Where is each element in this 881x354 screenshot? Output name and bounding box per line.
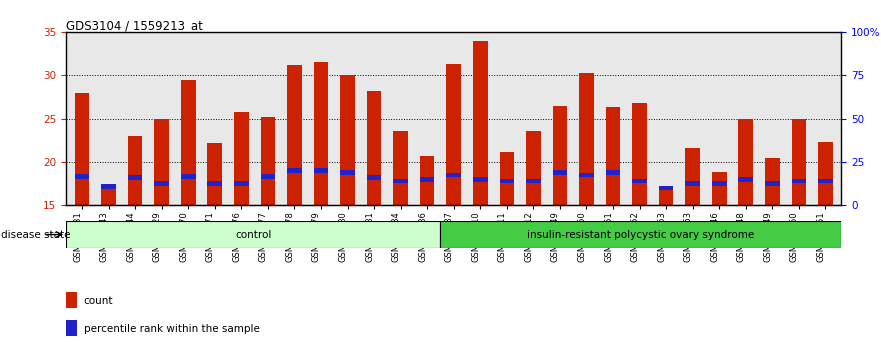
Bar <box>207 143 222 205</box>
Bar <box>500 179 515 183</box>
Bar <box>261 174 275 179</box>
Bar <box>685 148 700 205</box>
Bar <box>207 181 222 186</box>
Bar <box>340 75 355 205</box>
Bar <box>712 181 727 186</box>
Bar <box>154 181 169 186</box>
Text: insulin-resistant polycystic ovary syndrome: insulin-resistant polycystic ovary syndr… <box>527 229 754 240</box>
Bar <box>101 184 116 189</box>
Bar <box>154 119 169 205</box>
Bar <box>738 177 753 182</box>
Bar <box>181 80 196 205</box>
Bar <box>101 188 116 205</box>
Bar <box>552 170 567 175</box>
Bar <box>712 172 727 205</box>
Bar <box>314 168 329 173</box>
Bar <box>393 179 408 183</box>
Bar <box>579 74 594 205</box>
Bar <box>393 131 408 205</box>
Bar <box>128 136 143 205</box>
Bar <box>500 152 515 205</box>
Bar <box>606 107 620 205</box>
Bar <box>447 64 461 205</box>
Bar <box>366 91 381 205</box>
Bar <box>659 188 673 205</box>
Bar <box>579 173 594 177</box>
Bar <box>738 119 753 205</box>
Bar <box>66 221 440 248</box>
Text: percentile rank within the sample: percentile rank within the sample <box>84 324 260 334</box>
Bar <box>447 173 461 177</box>
Text: count: count <box>84 296 113 306</box>
Bar <box>765 159 780 205</box>
Bar <box>526 131 541 205</box>
Bar <box>633 179 647 183</box>
Bar <box>181 174 196 179</box>
Bar <box>659 185 673 190</box>
Bar <box>818 179 833 183</box>
Text: disease state: disease state <box>1 229 70 240</box>
Text: GDS3104 / 1559213_at: GDS3104 / 1559213_at <box>66 19 203 33</box>
Bar <box>473 40 487 205</box>
Bar <box>366 175 381 180</box>
Bar <box>420 177 434 182</box>
Bar <box>440 221 841 248</box>
Text: control: control <box>235 229 271 240</box>
Bar <box>75 174 89 179</box>
Bar <box>526 179 541 183</box>
Bar <box>765 181 780 186</box>
Bar <box>818 142 833 205</box>
Bar <box>791 119 806 205</box>
Bar <box>261 117 275 205</box>
Bar <box>685 181 700 186</box>
Bar <box>791 179 806 183</box>
Bar <box>234 181 248 186</box>
Bar <box>314 62 329 205</box>
Bar <box>420 156 434 205</box>
Bar <box>340 170 355 175</box>
Bar <box>633 103 647 205</box>
Bar <box>287 65 301 205</box>
Bar <box>128 175 143 180</box>
Bar <box>287 168 301 173</box>
Bar <box>552 105 567 205</box>
Bar <box>75 92 89 205</box>
Bar <box>234 112 248 205</box>
Bar <box>473 177 487 182</box>
Bar <box>606 170 620 175</box>
